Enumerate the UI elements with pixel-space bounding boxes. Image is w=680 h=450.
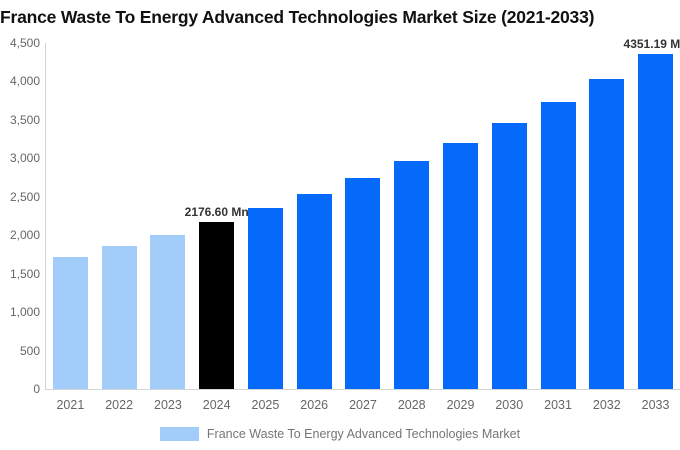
bar-cell-2033: 4351.19 Mn xyxy=(624,37,680,389)
chart-title: France Waste To Energy Advanced Technolo… xyxy=(0,7,595,27)
y-tick-label-2,000: 2,000 xyxy=(9,228,40,243)
bar-cell-2029 xyxy=(436,43,485,389)
y-tick-label-1,000: 1,000 xyxy=(9,305,40,320)
bar-2024 xyxy=(199,221,235,389)
bar-cell-2022 xyxy=(95,43,144,389)
bar-2033 xyxy=(638,54,674,389)
x-tick-label-2028: 2028 xyxy=(397,398,426,412)
bar-cell-2024: 2176.60 Mn xyxy=(185,43,249,389)
bar-2023 xyxy=(150,235,186,389)
bar-2027 xyxy=(345,178,381,389)
bar-cell-2027 xyxy=(339,43,388,389)
bar-2022 xyxy=(101,246,137,389)
bar-cell-2021 xyxy=(46,43,95,389)
y-tick-label-2,500: 2,500 xyxy=(9,189,40,204)
bar-cell-2028 xyxy=(387,43,436,389)
x-tick-label-2024: 2024 xyxy=(202,398,231,412)
y-tick-label-0: 0 xyxy=(33,382,40,396)
x-axis-tick-labels: 2021 2022 2023 2024 2025 2026 2027 2028 2029 2030… xyxy=(46,398,680,413)
bar-2025 xyxy=(247,208,283,389)
bar-cell-2030 xyxy=(485,43,534,389)
x-tick-label-2030: 2030 xyxy=(495,398,524,412)
y-tick-label-4,500: 4,500 xyxy=(9,36,40,50)
y-tick-label-3,000: 3,000 xyxy=(9,151,40,166)
bar-2028 xyxy=(394,161,430,389)
y-tick-label-500: 500 xyxy=(19,343,40,358)
y-tick-label-1,500: 1,500 xyxy=(9,266,40,281)
value-label-2024: 2176.60 Mn xyxy=(184,204,249,219)
bar-cell-2025 xyxy=(241,43,290,389)
x-tick-label-2022: 2022 xyxy=(105,398,134,412)
plot-area xyxy=(45,43,680,390)
legend-label: France Waste To Energy Advanced Technolo… xyxy=(206,427,521,441)
x-tick-label-2021: 2021 xyxy=(56,398,85,412)
bar-2030 xyxy=(491,123,527,389)
bar-2029 xyxy=(443,143,478,389)
bar-cell-2031 xyxy=(534,43,583,389)
bar-2032 xyxy=(589,79,625,389)
legend: France Waste To Energy Advanced Technolo… xyxy=(0,427,680,441)
x-tick-label-2029: 2029 xyxy=(446,398,475,412)
bar-cell-2023 xyxy=(144,43,193,389)
x-tick-label-2032: 2032 xyxy=(592,398,621,412)
bar-cell-2026 xyxy=(290,43,339,389)
y-tick-label-4,000: 4,000 xyxy=(9,74,40,89)
x-tick-label-2033: 2033 xyxy=(641,398,670,412)
bar-cell-2032 xyxy=(582,43,631,389)
x-tick-label-2027: 2027 xyxy=(349,398,377,412)
bar-2026 xyxy=(296,193,332,389)
bar-2021 xyxy=(52,257,88,389)
bar-2031 xyxy=(540,102,576,389)
x-tick-label-2023: 2023 xyxy=(154,398,182,412)
x-tick-label-2031: 2031 xyxy=(544,398,572,412)
value-label-2033: 4351.19 Mn xyxy=(623,37,680,52)
x-tick-label-2025: 2025 xyxy=(251,398,280,412)
bar-series: 2176.60 Mn 4351.19 Mn xyxy=(46,37,680,389)
x-tick-label-2026: 2026 xyxy=(300,398,329,412)
y-tick-label-3,500: 3,500 xyxy=(9,112,40,127)
legend-swatch-icon xyxy=(159,427,199,441)
